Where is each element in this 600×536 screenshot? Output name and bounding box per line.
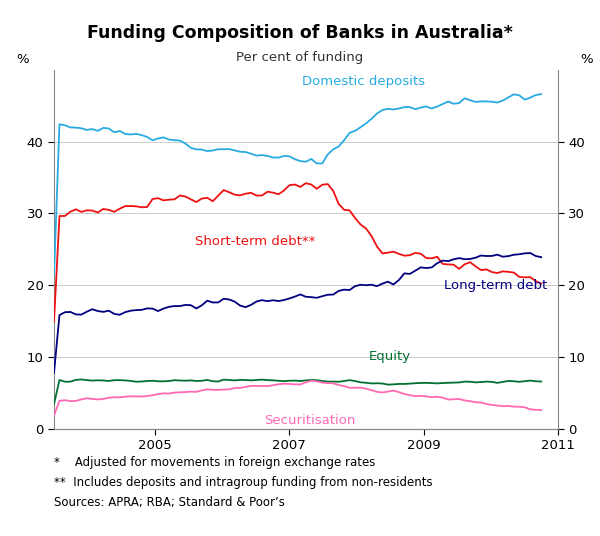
Text: Domestic deposits: Domestic deposits	[302, 75, 425, 87]
Text: Equity: Equity	[369, 349, 411, 363]
Text: Short-term debt**: Short-term debt**	[195, 235, 316, 248]
Text: %: %	[581, 53, 593, 66]
Text: Securitisation: Securitisation	[263, 414, 355, 427]
Text: Sources: APRA; RBA; Standard & Poor’s: Sources: APRA; RBA; Standard & Poor’s	[54, 496, 285, 509]
Text: Per cent of funding: Per cent of funding	[236, 51, 364, 64]
Text: **  Includes deposits and intragroup funding from non-residents: ** Includes deposits and intragroup fund…	[54, 476, 433, 489]
Text: *    Adjusted for movements in foreign exchange rates: * Adjusted for movements in foreign exch…	[54, 456, 376, 468]
Text: Long-term debt: Long-term debt	[444, 279, 547, 293]
Text: Funding Composition of Banks in Australia*: Funding Composition of Banks in Australi…	[87, 24, 513, 42]
Text: %: %	[16, 53, 29, 66]
